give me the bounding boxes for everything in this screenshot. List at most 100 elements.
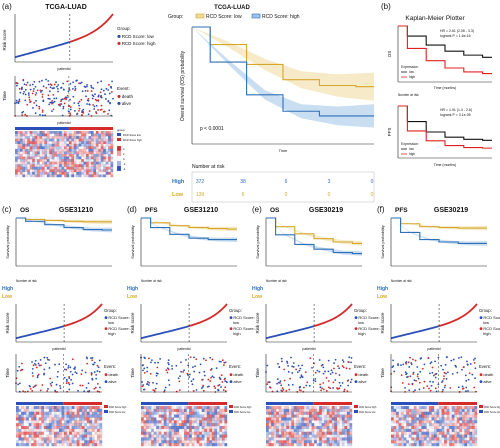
panel-c-time-point <box>51 381 54 384</box>
panel-d-time-point <box>213 385 216 388</box>
panel-c-heatmap-cell <box>91 406 95 410</box>
panel-a-heatmap-cell <box>59 166 62 170</box>
panel-a-heatmap-cell <box>100 161 104 165</box>
panel-e-time-point <box>283 379 286 382</box>
panel-f-time-point <box>434 360 436 363</box>
panel-c-heatmap-cell <box>84 408 88 412</box>
panel-c-heatmap-cell <box>76 434 80 438</box>
panel-d-heatmap-cell <box>209 431 213 435</box>
panel-d-heatmap-cell <box>216 423 220 427</box>
panel-e-heatmap-cell <box>293 434 297 438</box>
panel-f-time-point <box>466 363 469 366</box>
panel-e-heatmap-cell <box>273 411 277 415</box>
panel-f-heatmap-cell <box>396 431 399 435</box>
panel-f-heatmap-cell <box>428 411 432 415</box>
panel-d-heatmap-cell <box>196 411 200 415</box>
panel-c-heatmap-cell <box>86 437 90 441</box>
panel-d-time-point <box>142 369 144 372</box>
panel-c-heatmap-cell <box>29 417 32 420</box>
panel-a-heatmap-cell <box>59 133 62 137</box>
panel-c-heatmap-cell <box>91 428 95 432</box>
panel-f-heatmap-cell <box>444 437 447 441</box>
panel-f-heatmap-cell <box>431 411 435 415</box>
panel-c-time-point <box>86 357 88 360</box>
panel-f-heatmap-cell <box>421 406 425 410</box>
panel-a-heat-scale-swatch <box>116 160 122 167</box>
panel-f-time-point <box>472 358 475 361</box>
panel-f-heatmap-cell <box>466 434 470 438</box>
panel-d-heatmap-cell <box>204 434 207 438</box>
panel-b-pfs-stats: HR = 1.91 (1.4 - 2.6) <box>440 108 472 112</box>
panel-a-heatmap-cell <box>88 146 92 150</box>
panel-e-heatmap-cell <box>329 417 332 421</box>
panel-f-heatmap-cell <box>456 420 460 424</box>
panel-a-heatmap-cell <box>19 161 23 165</box>
panel-c-heatmap-cell <box>94 417 98 421</box>
panel-e-heatmap-cell <box>283 428 287 432</box>
panel-e-heatmap-cell <box>336 437 340 441</box>
panel-e-heatmap-cell <box>349 411 353 415</box>
panel-c-time-point <box>85 386 88 389</box>
panel-d-heatmap-cell <box>166 440 170 444</box>
panel-d-time-point <box>147 380 149 383</box>
panel-c-heatmap-cell <box>61 440 65 444</box>
panel-f-heatmap-cell <box>431 434 435 438</box>
panel-c-heatmap-cell <box>76 428 80 432</box>
panel-f-heatmap-cell <box>416 440 420 444</box>
panel-e-heatmap-cell <box>283 443 287 447</box>
panel-a-risk-legend-title: Group: <box>117 26 131 31</box>
panel-c-time-point <box>31 390 34 392</box>
panel-a-heatmap-cell <box>15 154 18 157</box>
panel-f-heatmap-cell <box>429 417 432 420</box>
panel-a-heatmap-cell <box>17 169 21 173</box>
panel-c-heatmap-cell <box>43 428 47 432</box>
panel-f-heatmap-cell <box>461 431 465 435</box>
panel-f-time-point <box>432 381 434 383</box>
panel-e-heatmap-cell <box>268 443 272 447</box>
panel-a-time-point <box>53 87 56 89</box>
panel-e-heatmap-cell <box>349 414 353 418</box>
panel-d-heatmap-cell <box>173 420 177 424</box>
panel-d-heatmap-cell <box>156 426 159 430</box>
panel-f-heatmap-cell <box>464 434 468 438</box>
panel-a-heatmap-cell <box>93 138 97 142</box>
panel-a-time-xlabel: patientid <box>57 121 70 125</box>
panel-f-heatmap-cell <box>471 434 475 438</box>
panel-f-heatmap-cell <box>408 428 412 432</box>
panel-a-time-point <box>100 108 103 111</box>
panel-d-heatmap-cell <box>214 408 218 412</box>
panel-a-time-point <box>56 87 59 90</box>
panel-e-heatmap-cell <box>309 414 312 418</box>
panel-a-heatmap-cell <box>81 138 84 142</box>
panel-a-heatmap-cell <box>27 171 30 175</box>
panel-a-heatmap-cell <box>73 131 77 134</box>
panel-a-time-point <box>57 103 60 106</box>
panel-d-heatmap-cell <box>214 434 218 438</box>
panel-d-heatmap-cell <box>178 434 182 438</box>
panel-e-heatmap-cell <box>273 428 277 432</box>
panel-a-heatmap-cell <box>39 133 43 137</box>
panel-f-heatmap-cell <box>416 417 420 421</box>
panel-d-time-point <box>148 381 151 384</box>
panel-f-heatmap-cell <box>439 423 442 427</box>
panel-a-heatmap-cell <box>81 131 84 134</box>
panel-d-heatmap-cell <box>166 417 170 421</box>
panel-e-heatmap-cell <box>304 429 307 432</box>
panel-a-time-point <box>48 103 51 106</box>
panel-a-heatmap-cell <box>56 171 60 175</box>
panel-f-heatmap-cell <box>391 440 394 444</box>
panel-a-heatmap-cell <box>27 166 30 170</box>
panel-d-heatmap-cell <box>211 408 215 412</box>
panel-f-heatmap-cell <box>416 415 419 418</box>
panel-a-time-point <box>22 110 25 113</box>
panel-a-heatmap-cell <box>95 141 99 144</box>
panel-c-heatmap-cell <box>24 423 27 426</box>
panel-e-heatmap-cell <box>336 417 340 421</box>
panel-e-heatmap-cell <box>321 420 325 424</box>
panel-d-heatmap-cell <box>206 420 210 424</box>
panel-a-heatmap-cell <box>34 138 38 142</box>
panel-e-heatmap-cell <box>276 440 279 444</box>
panel-e-time-point <box>287 364 289 367</box>
panel-d-heatmap-cell <box>199 434 202 438</box>
panel-a-risk-legend-high-label: RCD Score: high <box>122 41 156 46</box>
